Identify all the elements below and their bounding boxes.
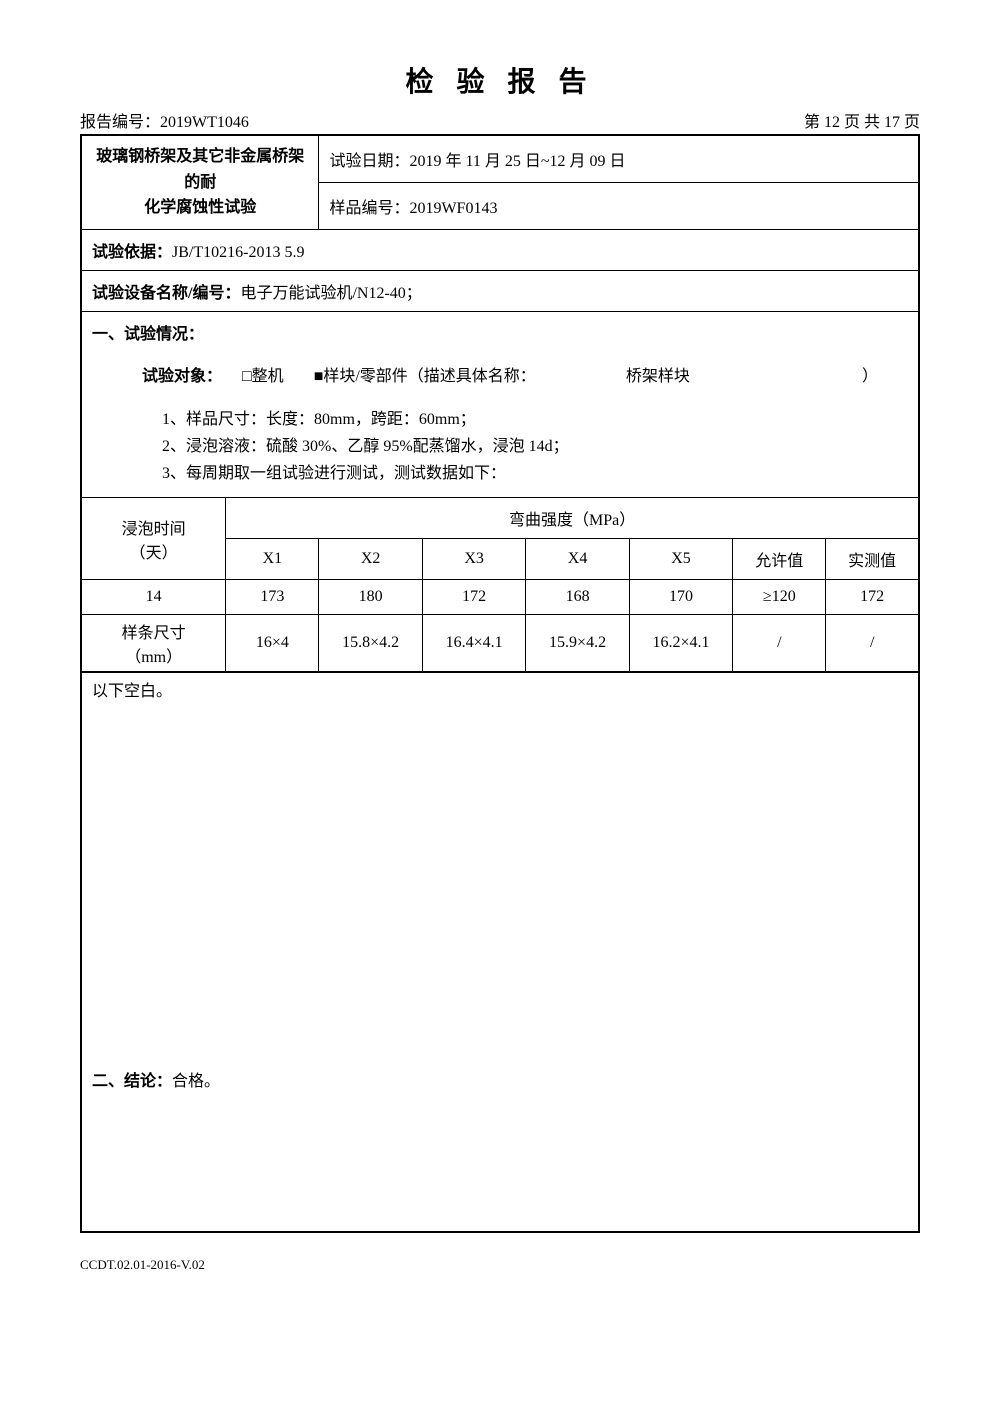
test-object-row: 试验对象： □整机 ■样块/零部件（描述具体名称： 桥架样块 ） [82, 348, 918, 400]
sample-number-label: 样品编号： [329, 200, 409, 217]
row2-label-line1: 样条尺寸 [86, 619, 221, 643]
col-x4: X4 [526, 539, 629, 580]
page-info: 第 12 页 共 17 页 [804, 108, 920, 132]
test-basis: JB/T10216-2013 5.9 [172, 244, 304, 261]
row2-x3: 16.4×4.1 [422, 615, 525, 673]
row1-measured: 172 [826, 580, 919, 615]
test-date: 2019 年 11 月 25 日~12 月 09 日 [409, 153, 625, 170]
row2-allowed: / [733, 615, 826, 673]
report-number-container: 报告编号：2019WT1046 [80, 108, 249, 132]
checkbox-whole: □整机 [242, 362, 284, 386]
section1-title-wrap: 一、试验情况： [82, 312, 918, 348]
row1-x4: 168 [526, 580, 629, 615]
col-x2: X2 [319, 539, 422, 580]
part-name: 桥架样块 [626, 362, 690, 386]
row1-x2: 180 [319, 580, 422, 615]
sample-number-cell: 样品编号：2019WF0143 [319, 182, 919, 229]
col-measured: 实测值 [826, 539, 919, 580]
checkbox-part: ■样块/零部件（描述具体名称： [314, 362, 536, 386]
row2-x1: 16×4 [226, 615, 319, 673]
row2-label-line2: （mm） [86, 643, 221, 667]
test-name-cell: 玻璃钢桥架及其它非金属桥架的耐 化学腐蚀性试验 [81, 135, 319, 229]
closing-paren: ） [862, 362, 878, 386]
row1-label: 14 [81, 580, 226, 615]
row2-x2: 15.8×4.2 [319, 615, 422, 673]
row1-allowed: ≥120 [733, 580, 826, 615]
row1-x3: 172 [422, 580, 525, 615]
test-name-line2: 化学腐蚀性试验 [92, 195, 308, 221]
sample-number: 2019WF0143 [409, 200, 497, 217]
test-object-label: 试验对象： [142, 362, 222, 386]
conclusion-row: 二、结论：合格。 [92, 1067, 220, 1091]
equipment: 电子万能试验机/N12-40； [240, 285, 421, 302]
report-number-label: 报告编号： [80, 114, 160, 131]
test-basis-cell: 试验依据：JB/T10216-2013 5.9 [81, 229, 919, 270]
soak-time-line1: 浸泡时间 [92, 515, 215, 539]
row2-measured: / [826, 615, 919, 673]
row2-x4: 15.9×4.2 [526, 615, 629, 673]
footer-code: CCDT.02.01-2016-V.02 [80, 1257, 920, 1273]
equipment-cell: 试验设备名称/编号：电子万能试验机/N12-40； [81, 270, 919, 311]
section1-title: 一、试验情况： [92, 326, 204, 343]
detail-line1: 1、样品尺寸：长度：80mm，跨距：60mm； [162, 406, 908, 433]
below-blank-area: 以下空白。 二、结论：合格。 [80, 673, 920, 1233]
row2-x5: 16.2×4.1 [629, 615, 732, 673]
report-title: 检 验 报 告 [80, 60, 920, 100]
main-table: 玻璃钢桥架及其它非金属桥架的耐 化学腐蚀性试验 试验日期：2019 年 11 月… [80, 134, 920, 673]
section2-title: 二、结论： [92, 1073, 172, 1090]
test-name-line1: 玻璃钢桥架及其它非金属桥架的耐 [92, 144, 308, 195]
detail-line3: 3、每周期取一组试验进行测试，测试数据如下： [162, 460, 908, 487]
header-row: 报告编号：2019WT1046 第 12 页 共 17 页 [80, 108, 920, 132]
row2-label: 样条尺寸 （mm） [81, 615, 226, 673]
row1-x5: 170 [629, 580, 732, 615]
strength-group-header: 弯曲强度（MPa） [226, 498, 919, 539]
report-number: 2019WT1046 [160, 114, 249, 131]
col-x5: X5 [629, 539, 732, 580]
test-date-cell: 试验日期：2019 年 11 月 25 日~12 月 09 日 [319, 135, 919, 182]
detail-line2: 2、浸泡溶液：硫酸 30%、乙醇 95%配蒸馏水，浸泡 14d； [162, 433, 908, 460]
section1-cell: 一、试验情况： 试验对象： □整机 ■样块/零部件（描述具体名称： 桥架样块 ）… [81, 311, 919, 498]
test-date-label: 试验日期： [329, 153, 409, 170]
row1-x1: 173 [226, 580, 319, 615]
col-x1: X1 [226, 539, 319, 580]
conclusion-text: 合格。 [172, 1073, 220, 1090]
details-block: 1、样品尺寸：长度：80mm，跨距：60mm； 2、浸泡溶液：硫酸 30%、乙醇… [82, 400, 918, 498]
test-basis-label: 试验依据： [92, 244, 172, 261]
table-row: 样条尺寸 （mm） 16×4 15.8×4.2 16.4×4.1 15.9×4.… [81, 615, 919, 673]
col-allowed: 允许值 [733, 539, 826, 580]
equipment-label: 试验设备名称/编号： [92, 285, 240, 302]
table-row: 14 173 180 172 168 170 ≥120 172 [81, 580, 919, 615]
col-x3: X3 [422, 539, 525, 580]
soak-time-line2: （天） [92, 539, 215, 563]
soak-time-header: 浸泡时间 （天） [81, 498, 226, 580]
blank-note: 以下空白。 [92, 677, 908, 701]
